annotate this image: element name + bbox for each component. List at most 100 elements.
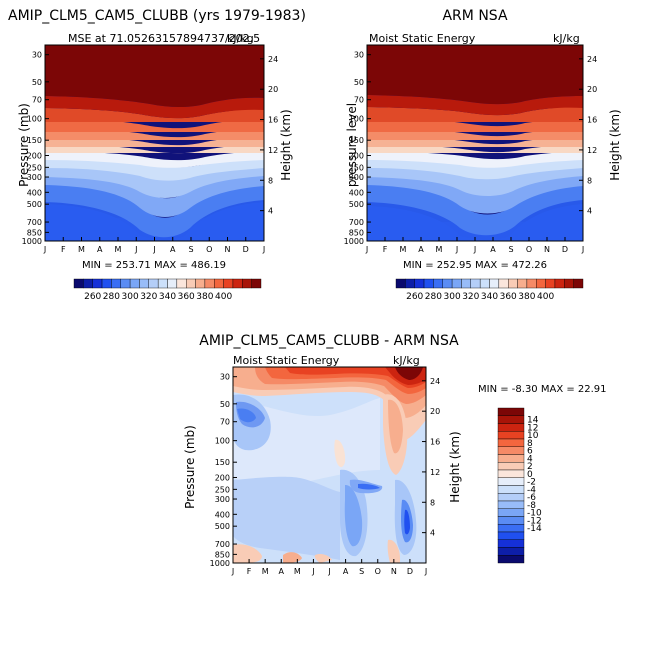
pressure-tick-label: 1000 bbox=[210, 559, 230, 568]
pressure-tick-label: 700 bbox=[349, 218, 364, 227]
pressure-tick-label: 100 bbox=[27, 115, 42, 124]
panel-diff-plot bbox=[233, 367, 426, 563]
colorbar-label: 300 bbox=[444, 292, 461, 302]
colorbar-swatch bbox=[497, 407, 525, 416]
colorbar-swatch bbox=[204, 278, 215, 289]
colorbar-swatch bbox=[497, 454, 525, 463]
pressure-tick-label: 850 bbox=[349, 228, 364, 237]
month-tick-label: A bbox=[279, 567, 285, 576]
month-tick-label: S bbox=[359, 567, 364, 576]
month-tick-label: J bbox=[152, 245, 155, 254]
colorbar-swatch bbox=[73, 278, 84, 289]
colorbar-swatch bbox=[526, 278, 537, 289]
pressure-tick-label: 1000 bbox=[22, 237, 42, 246]
colorbar-swatch bbox=[536, 278, 546, 289]
pressure-tick-label: 300 bbox=[215, 495, 230, 504]
panel-diff-ylabel-right: Height (km) bbox=[448, 431, 462, 502]
month-tick-label: F bbox=[61, 245, 66, 254]
month-tick-label: D bbox=[407, 567, 413, 576]
pressure-tick-label: 250 bbox=[27, 163, 42, 172]
height-tick-label: 20 bbox=[268, 85, 278, 94]
colorbar-swatch bbox=[176, 278, 187, 289]
colorbar-label: 340 bbox=[481, 292, 498, 302]
height-tick-label: 12 bbox=[268, 146, 278, 155]
colorbar-swatch bbox=[545, 278, 556, 289]
month-tick-label: D bbox=[243, 245, 249, 254]
pressure-tick-label: 100 bbox=[215, 437, 230, 446]
colorbar-model: 260 280 300 320 340 360 380 400 bbox=[73, 278, 262, 302]
pressure-tick-label: 500 bbox=[27, 200, 42, 209]
colorbar-label: -8 bbox=[527, 501, 536, 511]
colorbar-swatch bbox=[195, 278, 206, 289]
month-tick-label: M bbox=[262, 567, 269, 576]
height-tick-label: 4 bbox=[430, 529, 435, 538]
colorbar-swatch bbox=[242, 278, 252, 289]
colorbar-swatch bbox=[497, 469, 525, 478]
month-tick-label: M bbox=[294, 567, 301, 576]
colorbar-label: 14 bbox=[527, 416, 539, 426]
colorbar-swatch bbox=[498, 278, 509, 289]
pressure-tick-label: 30 bbox=[220, 373, 230, 382]
colorbar-swatch bbox=[83, 278, 93, 289]
colorbar-swatch bbox=[497, 516, 525, 525]
colorbar-label: 380 bbox=[518, 292, 535, 302]
month-tick-label: M bbox=[78, 245, 85, 254]
month-tick-label: S bbox=[188, 245, 193, 254]
colorbar-swatch bbox=[497, 524, 525, 533]
pressure-tick-label: 850 bbox=[27, 228, 42, 237]
month-tick-label: J bbox=[231, 567, 234, 576]
pressure-tick-label: 150 bbox=[215, 458, 230, 467]
colorbar-swatch bbox=[442, 278, 453, 289]
height-tick-label: 20 bbox=[430, 407, 440, 416]
colorbar-label: 280 bbox=[425, 292, 442, 302]
colorbar-swatch bbox=[92, 278, 103, 289]
colorbar-swatch bbox=[497, 485, 525, 494]
panel-diff-stats: MIN = -8.30 MAX = 22.91 bbox=[478, 384, 607, 395]
height-tick-label: 16 bbox=[268, 116, 278, 125]
colorbar-label: 340 bbox=[159, 292, 176, 302]
panel-diff-title: AMIP_CLM5_CAM5_CLUBB - ARM NSA bbox=[199, 333, 459, 349]
month-tick-label: F bbox=[247, 567, 252, 576]
height-tick-label: 8 bbox=[587, 176, 592, 185]
colorbar-label: 2 bbox=[527, 462, 533, 472]
colorbar-swatch bbox=[489, 278, 500, 289]
colorbar-swatch bbox=[461, 278, 472, 289]
colorbar-swatch bbox=[497, 547, 525, 556]
panel-obs: ARM NSA Moist Static Energy kJ/kg pressu… bbox=[344, 8, 622, 271]
pressure-tick-label: 300 bbox=[27, 173, 42, 182]
height-tick-label: 4 bbox=[268, 207, 273, 216]
pressure-tick-label: 70 bbox=[220, 418, 230, 427]
colorbar-swatch bbox=[129, 278, 140, 289]
panel-model-plot bbox=[45, 45, 264, 241]
colorbar-label: 4 bbox=[527, 454, 533, 464]
pressure-tick-label: 200 bbox=[27, 151, 42, 160]
colorbar-swatch bbox=[139, 278, 149, 289]
pressure-tick-label: 400 bbox=[27, 188, 42, 197]
month-tick-label: J bbox=[455, 245, 458, 254]
colorbar-swatch bbox=[497, 438, 525, 447]
panel-diff-units: kJ/kg bbox=[393, 354, 420, 367]
colorbar-swatch bbox=[185, 278, 196, 289]
colorbar-label: 0 bbox=[527, 470, 533, 480]
colorbar-swatch bbox=[497, 431, 525, 440]
month-tick-label: J bbox=[327, 567, 330, 576]
month-tick-label: O bbox=[526, 245, 532, 254]
pressure-tick-label: 70 bbox=[354, 96, 364, 105]
colorbar-swatch bbox=[251, 278, 262, 289]
panel-model-title: AMIP_CLM5_CAM5_CLUBB (yrs 1979-1983) bbox=[8, 8, 306, 24]
pressure-tick-label: 70 bbox=[32, 96, 42, 105]
month-tick-label: J bbox=[473, 245, 476, 254]
pressure-tick-label: 500 bbox=[215, 522, 230, 531]
colorbar-obs: 260 280 300 320 340 360 380 400 bbox=[395, 278, 584, 302]
colorbar-swatch bbox=[508, 278, 518, 289]
colorbar-label: 300 bbox=[122, 292, 139, 302]
colorbar-label: 280 bbox=[103, 292, 120, 302]
height-tick-label: 24 bbox=[587, 55, 597, 64]
height-tick-label: 12 bbox=[430, 468, 440, 477]
colorbar-swatch bbox=[497, 539, 525, 548]
panel-obs-ylabel: pressure level bbox=[345, 103, 359, 187]
pressure-tick-label: 850 bbox=[215, 550, 230, 559]
height-tick-label: 20 bbox=[587, 85, 597, 94]
